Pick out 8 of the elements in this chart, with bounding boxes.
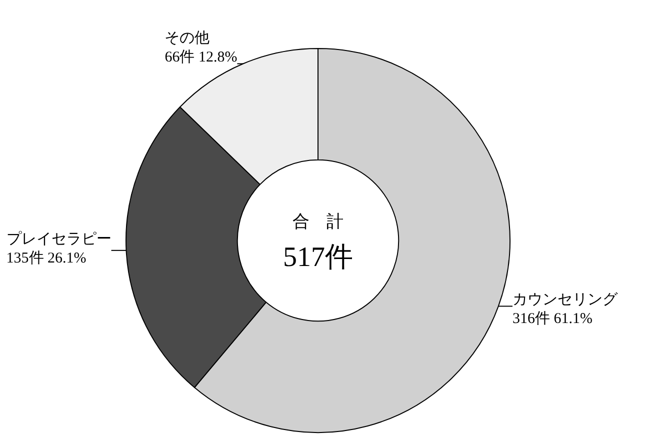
slice-label: その他 bbox=[164, 29, 210, 46]
slice-label: プレイセラピー bbox=[6, 230, 112, 248]
text: 合 計 bbox=[292, 212, 344, 231]
text: 517件 bbox=[283, 242, 353, 273]
data-label: 66件 12.8% bbox=[164, 49, 238, 66]
data-label: 316件 61.1% bbox=[512, 310, 592, 327]
data-label: 135件 26.1% bbox=[6, 250, 86, 267]
slice-label: カウンセリング bbox=[512, 292, 618, 308]
